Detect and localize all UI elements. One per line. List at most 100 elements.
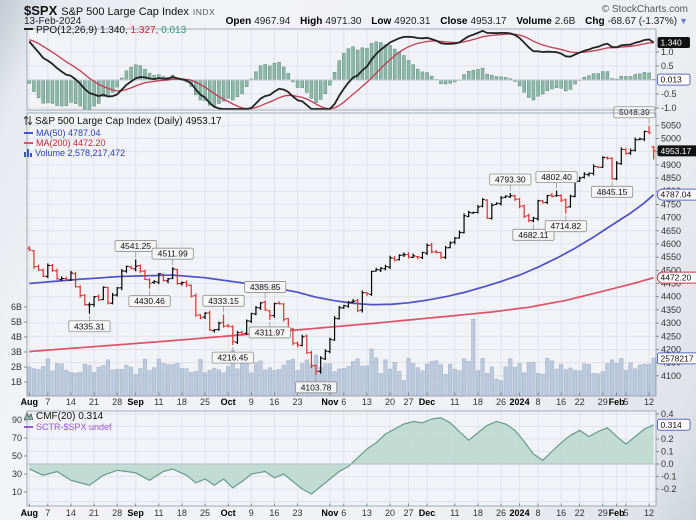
svg-text:8: 8 <box>536 508 541 518</box>
svg-text:21: 21 <box>89 397 99 407</box>
svg-text:4216.45: 4216.45 <box>217 353 248 363</box>
svg-text:4100: 4100 <box>661 371 681 381</box>
svg-text:11: 11 <box>154 508 163 518</box>
svg-text:4103.78: 4103.78 <box>301 382 332 392</box>
ppo-signal-line <box>29 33 654 110</box>
svg-text:16: 16 <box>556 508 566 518</box>
svg-text:22: 22 <box>575 508 585 518</box>
svg-text:11: 11 <box>154 397 163 407</box>
volume-bars <box>27 318 656 397</box>
svg-text:26: 26 <box>496 397 506 407</box>
svg-text:4793.30: 4793.30 <box>495 174 526 184</box>
quote-summary: Open 4967.94 High 4971.30 Low 4920.31 Close… <box>219 16 688 27</box>
svg-text:10: 10 <box>12 487 22 497</box>
svg-text:5048.39: 5048.39 <box>619 107 650 117</box>
svg-text:Nov: Nov <box>321 397 338 407</box>
svg-text:0.0: 0.0 <box>661 459 674 469</box>
svg-text:4750: 4750 <box>661 199 681 209</box>
svg-text:5B: 5B <box>11 317 22 327</box>
svg-text:25: 25 <box>200 397 210 407</box>
svg-text:27: 27 <box>404 397 414 407</box>
ppo-lines <box>28 29 655 110</box>
svg-text:4350: 4350 <box>661 305 681 315</box>
svg-text:-0.5: -0.5 <box>661 89 677 99</box>
close-label: Close <box>440 16 468 27</box>
low-value: 4920.31 <box>394 16 431 27</box>
panel-borders <box>26 28 657 507</box>
svg-text:29: 29 <box>598 508 608 518</box>
svg-text:4311.97: 4311.97 <box>255 327 285 337</box>
ticker-symbol[interactable]: $SPX <box>24 3 58 18</box>
svg-text:22: 22 <box>575 397 585 407</box>
svg-text:14: 14 <box>66 397 76 407</box>
svg-text:18: 18 <box>473 508 483 518</box>
svg-text:12: 12 <box>644 397 654 407</box>
low-label: Low <box>371 16 392 27</box>
svg-text:4850: 4850 <box>661 173 681 183</box>
svg-text:6: 6 <box>341 508 346 518</box>
svg-text:4845.15: 4845.15 <box>597 187 628 197</box>
svg-text:20: 20 <box>385 397 395 407</box>
chart-date: 13-Feb-2024 <box>24 16 82 27</box>
svg-text:0.013: 0.013 <box>661 75 683 85</box>
svg-text:-0.2: -0.2 <box>661 484 677 494</box>
svg-text:4250: 4250 <box>661 331 681 341</box>
svg-text:4714.82: 4714.82 <box>550 221 581 231</box>
svg-text:12: 12 <box>644 508 654 518</box>
svg-text:4335.31: 4335.31 <box>74 321 105 331</box>
svg-text:0.1: 0.1 <box>661 447 674 457</box>
svg-text:18: 18 <box>177 508 187 518</box>
svg-text:0.5: 0.5 <box>661 61 674 71</box>
svg-text:28: 28 <box>112 397 122 407</box>
svg-text:4500: 4500 <box>661 265 681 275</box>
svg-text:Sep: Sep <box>127 508 144 518</box>
svg-text:23: 23 <box>293 397 303 407</box>
cmf-line <box>29 417 654 495</box>
open-label: Open <box>225 16 252 27</box>
svg-text:3B: 3B <box>11 347 22 357</box>
svg-text:9: 9 <box>249 397 254 407</box>
ohlc-bars <box>27 125 656 375</box>
svg-text:4200: 4200 <box>661 344 681 354</box>
svg-text:23: 23 <box>293 508 303 518</box>
gridlines <box>27 29 656 506</box>
svg-text:4B: 4B <box>11 332 22 342</box>
svg-text:16: 16 <box>269 508 279 518</box>
svg-text:4600: 4600 <box>661 239 681 249</box>
x-axis-labels: Aug 7 14 21 28 Sep 11 18 25 Oct 9 16 23 Nov 6 13 20 27 Dec… <box>21 392 654 518</box>
svg-text:25: 25 <box>200 508 210 518</box>
svg-text:2B: 2B <box>11 362 22 372</box>
svg-text:13: 13 <box>362 397 372 407</box>
svg-text:Dec: Dec <box>419 508 436 518</box>
svg-text:5000: 5000 <box>661 133 681 143</box>
svg-text:4430.46: 4430.46 <box>134 296 165 306</box>
svg-text:4333.15: 4333.15 <box>208 296 239 306</box>
svg-text:6: 6 <box>341 397 346 407</box>
high-value: 4971.30 <box>325 16 362 27</box>
svg-text:Sep: Sep <box>127 397 144 407</box>
svg-text:Oct: Oct <box>221 508 236 518</box>
svg-text:0.314: 0.314 <box>661 420 683 430</box>
svg-text:21: 21 <box>89 508 99 518</box>
svg-text:0.2: 0.2 <box>661 434 674 444</box>
svg-text:1.0: 1.0 <box>661 47 674 57</box>
ma50-line <box>29 194 655 306</box>
svg-text:18: 18 <box>177 397 187 407</box>
svg-text:Oct: Oct <box>221 397 236 407</box>
ma200-line <box>29 276 654 353</box>
open-value: 4967.94 <box>254 16 291 27</box>
svg-text:2024: 2024 <box>510 397 530 407</box>
ppo-line <box>28 29 655 110</box>
ticker-exchange: INDX <box>192 7 216 17</box>
copyright-link[interactable]: © StockCharts.com <box>601 4 688 15</box>
svg-text:0.4: 0.4 <box>661 409 674 419</box>
chg-dropdown-icon[interactable]: ▼ <box>679 16 688 26</box>
svg-text:4400: 4400 <box>661 292 681 302</box>
ppo-histogram <box>27 41 656 110</box>
svg-text:-1.0: -1.0 <box>661 103 677 113</box>
svg-text:70: 70 <box>12 433 22 443</box>
svg-text:11: 11 <box>450 397 459 407</box>
moving-averages <box>29 194 655 353</box>
